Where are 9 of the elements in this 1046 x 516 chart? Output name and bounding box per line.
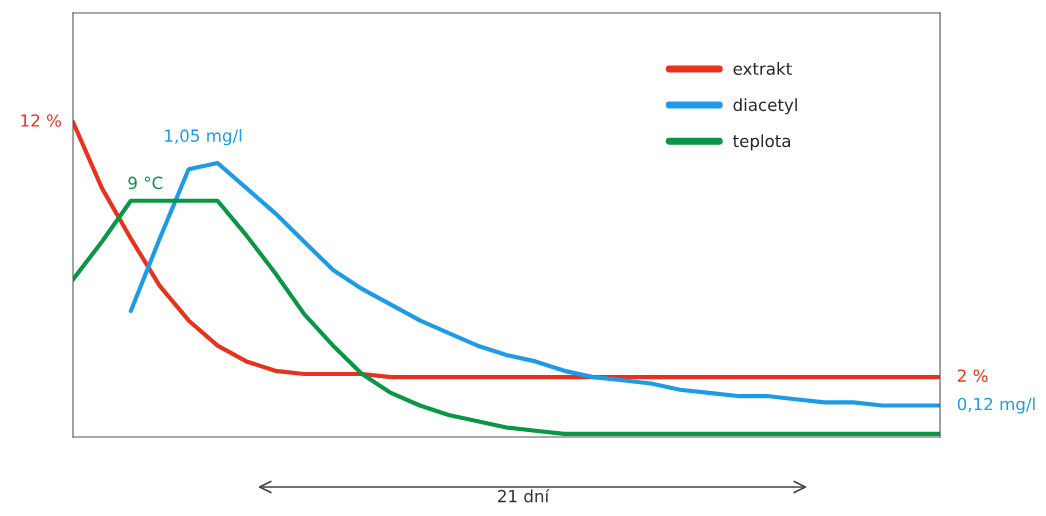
text: 2 % [957,369,988,382]
legend-label: diacetyl [733,98,797,115]
legend-label: teplota [733,134,791,151]
text: 0,12 mg/l [957,397,1035,414]
text: 12 % [21,114,61,127]
legend-label: extrakt [733,62,792,76]
annotation: 9 °C [128,176,163,190]
text: 21 dní [498,488,550,503]
annotation: 1,05 mg/l [165,129,242,146]
